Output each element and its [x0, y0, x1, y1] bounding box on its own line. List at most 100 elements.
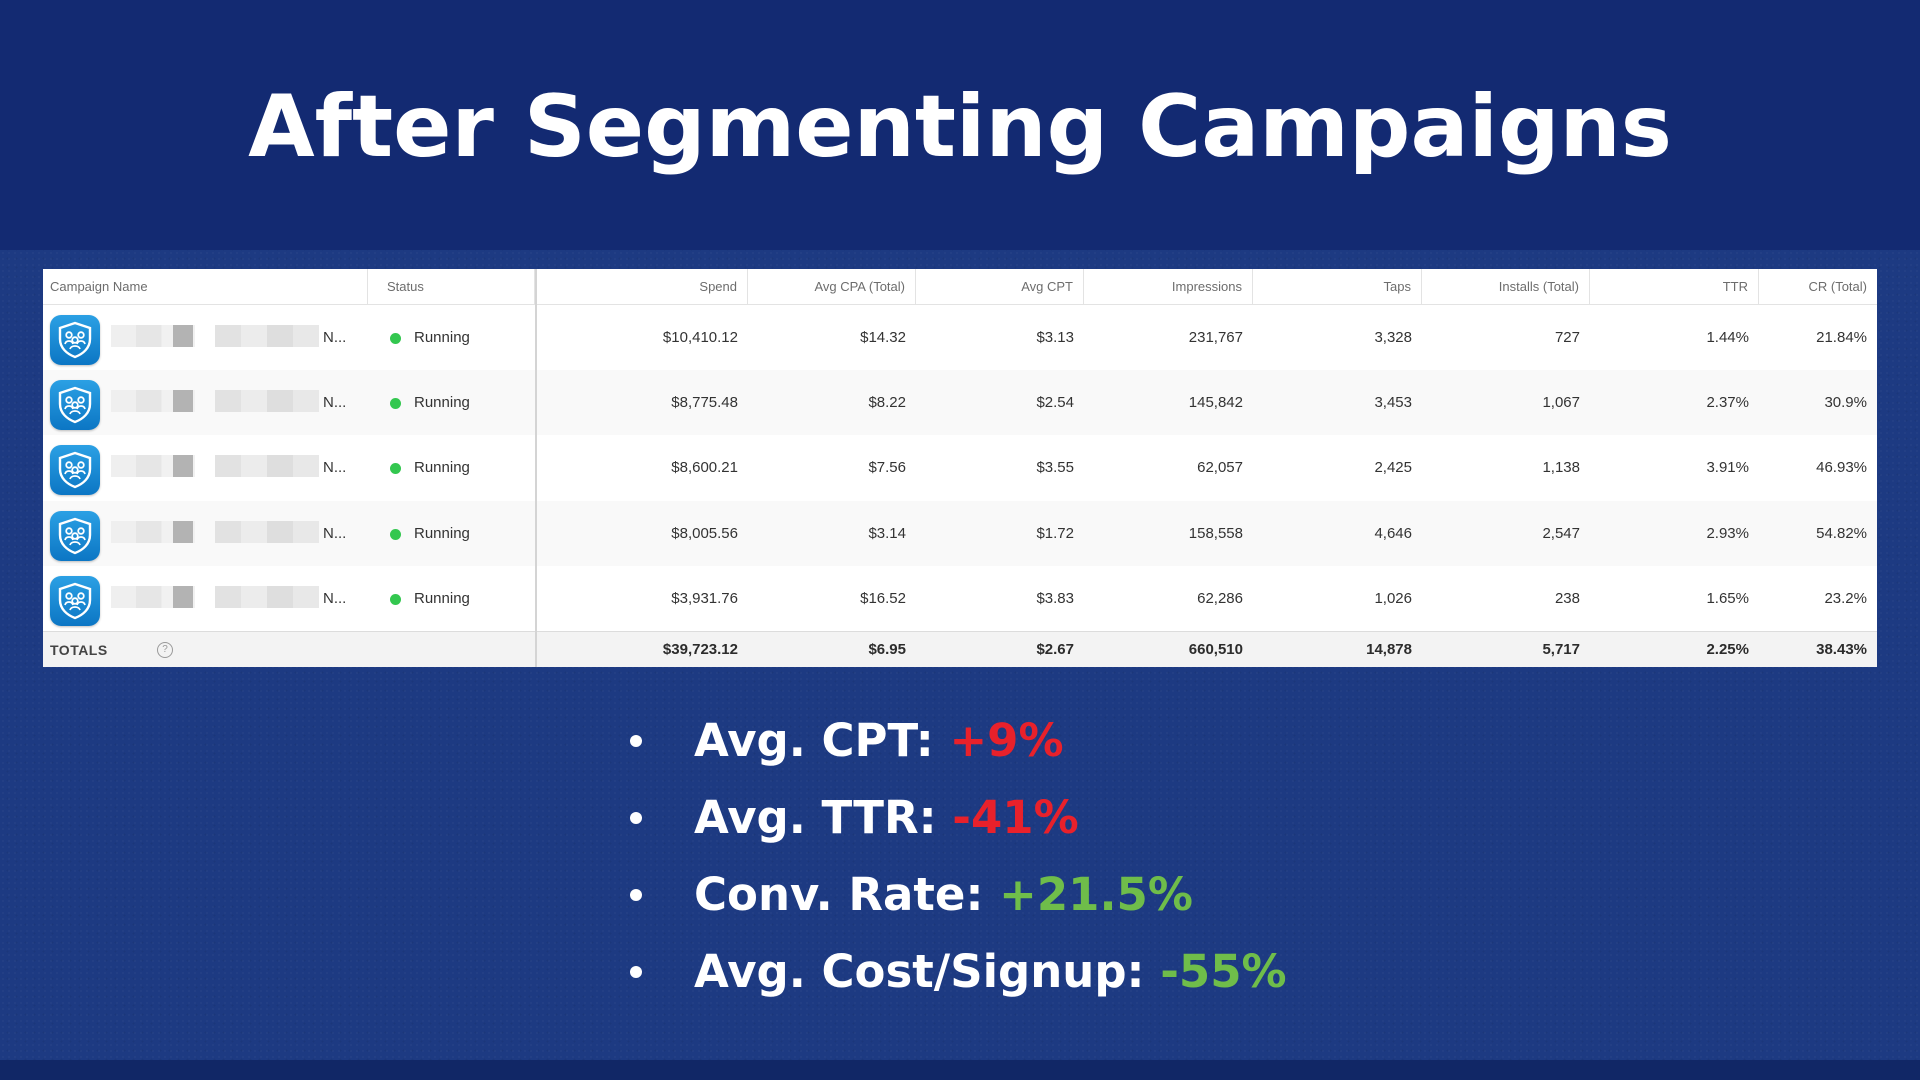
cell-installs: 1,067 — [1542, 394, 1580, 412]
bullet-label: Conv. Rate: — [694, 868, 984, 921]
cell-avg-cpt: $3.13 — [1036, 329, 1074, 346]
bullet-dot-icon — [630, 735, 642, 747]
header-impressions[interactable]: Impressions — [1084, 269, 1253, 304]
cell-taps: 3,328 — [1374, 329, 1412, 346]
cell-ttr: 2.93% — [1706, 524, 1749, 542]
cell-installs: 1,138 — [1542, 459, 1580, 477]
cell-cr: 54.82% — [1816, 524, 1867, 542]
bullet-dot-icon — [630, 889, 642, 901]
header-avg-cpt[interactable]: Avg CPT — [916, 269, 1084, 304]
totals-installs: 5,717 — [1542, 641, 1580, 658]
cell-impressions: 62,057 — [1197, 459, 1243, 477]
totals-avg-cpt: $2.67 — [1036, 641, 1074, 658]
totals-cr: 38.43% — [1816, 641, 1867, 658]
cell-installs: 2,547 — [1542, 524, 1580, 542]
status-running-icon — [390, 463, 401, 475]
totals-avg-cpa: $6.95 — [868, 641, 906, 658]
cell-taps: 2,425 — [1374, 459, 1412, 477]
header-cr[interactable]: CR (Total) — [1808, 279, 1867, 294]
status-running-icon — [390, 593, 401, 605]
title-band — [0, 0, 1920, 250]
header-taps[interactable]: Taps — [1253, 269, 1422, 304]
cell-cr: 46.93% — [1816, 459, 1867, 477]
totals-ttr: 2.25% — [1706, 641, 1749, 658]
redacted-name-block — [215, 585, 319, 608]
table-row[interactable]: N... Running $8,775.48 $8.22 $2.54 145,842 3,4… — [43, 370, 1877, 436]
header-ttr[interactable]: TTR — [1590, 269, 1759, 304]
cell-spend: $3,931.76 — [671, 589, 738, 607]
status-label: Running — [414, 589, 470, 607]
slide-title: After Segmenting Campaigns — [248, 77, 1672, 177]
cell-cr: 21.84% — [1816, 329, 1867, 346]
status-label: Running — [414, 524, 470, 542]
table-row[interactable]: N... Running $8,600.21 $7.56 $3.55 62,057 2,42… — [43, 435, 1877, 500]
bullet-value: -41% — [952, 791, 1079, 844]
app-shield-icon — [50, 315, 100, 365]
cell-cr: 23.2% — [1824, 589, 1867, 607]
bullet-label: Avg. TTR: — [694, 791, 937, 844]
status-label: Running — [414, 329, 470, 346]
totals-impressions: 660,510 — [1188, 641, 1243, 658]
totals-spend: $39,723.12 — [662, 641, 738, 658]
bullet-label: Avg. CPT: — [694, 714, 934, 767]
totals-row: TOTALS ? $39,723.12 $6.95 $2.67 660,510 … — [43, 631, 1877, 667]
cell-impressions: 158,558 — [1188, 524, 1243, 542]
cell-taps: 1,026 — [1374, 589, 1412, 607]
cell-installs: 727 — [1554, 329, 1580, 346]
cell-avg-cpa: $14.32 — [860, 329, 906, 346]
campaign-name[interactable]: N... — [323, 524, 347, 542]
column-divider — [535, 269, 537, 667]
bullet-value: -55% — [1160, 945, 1287, 998]
cell-ttr: 3.91% — [1706, 459, 1749, 477]
redacted-name-block — [111, 325, 195, 347]
status-running-icon — [390, 333, 401, 344]
campaign-name[interactable]: N... — [323, 394, 347, 412]
redacted-name-block — [111, 455, 195, 478]
table-row[interactable]: N... Running $3,931.76 $16.52 $3.83 62,286 1,0… — [43, 566, 1877, 631]
campaign-name[interactable]: N... — [323, 459, 347, 477]
cell-spend: $10,410.12 — [662, 329, 738, 346]
status-label: Running — [414, 394, 470, 412]
redacted-name-block — [111, 585, 195, 608]
redacted-name-block — [111, 520, 195, 543]
cell-avg-cpt: $3.55 — [1036, 459, 1074, 477]
cell-impressions: 145,842 — [1188, 394, 1243, 412]
header-avg-cpa[interactable]: Avg CPA (Total) — [748, 269, 916, 304]
cell-installs: 238 — [1554, 589, 1580, 607]
campaign-name[interactable]: N... — [323, 329, 347, 346]
redacted-name-block — [215, 455, 319, 478]
bullet-dot-icon — [630, 966, 642, 978]
header-status[interactable]: Status — [368, 269, 535, 304]
table-row[interactable]: N... Running $10,410.12 $14.32 $3.13 231,767 3… — [43, 305, 1877, 370]
totals-label: TOTALS — [50, 642, 108, 658]
header-installs[interactable]: Installs (Total) — [1422, 269, 1590, 304]
cell-avg-cpt: $3.83 — [1036, 589, 1074, 607]
cell-avg-cpa: $3.14 — [868, 524, 906, 542]
redacted-name-block — [215, 325, 319, 347]
table-row[interactable]: N... Running $8,005.56 $3.14 $1.72 158,558 4,6… — [43, 500, 1877, 566]
cell-taps: 3,453 — [1374, 394, 1412, 412]
cell-cr: 30.9% — [1824, 394, 1867, 412]
cell-spend: $8,005.56 — [671, 524, 738, 542]
cell-avg-cpt: $1.72 — [1036, 524, 1074, 542]
table-header: Campaign Name Status Spend Avg CPA (Tota… — [43, 269, 1877, 305]
header-campaign-name[interactable]: Campaign Name — [43, 269, 368, 304]
app-shield-icon — [50, 445, 100, 496]
app-shield-icon — [50, 575, 100, 626]
cell-spend: $8,775.48 — [671, 394, 738, 412]
app-shield-icon — [50, 510, 100, 561]
bullet-value: +9% — [949, 714, 1064, 767]
campaign-name[interactable]: N... — [323, 589, 347, 607]
bullet-value: +21.5% — [999, 868, 1193, 921]
app-shield-icon — [50, 380, 100, 431]
cell-impressions: 62,286 — [1197, 589, 1243, 607]
help-icon[interactable]: ? — [157, 642, 173, 658]
cell-avg-cpa: $8.22 — [868, 394, 906, 412]
cell-taps: 4,646 — [1374, 524, 1412, 542]
cell-ttr: 2.37% — [1706, 394, 1749, 412]
campaigns-table: Campaign Name Status Spend Avg CPA (Tota… — [43, 269, 1877, 667]
status-running-icon — [390, 528, 401, 540]
header-spend[interactable]: Spend — [537, 269, 748, 304]
bullet-label: Avg. Cost/Signup: — [694, 945, 1145, 998]
bottom-band — [0, 1060, 1920, 1080]
